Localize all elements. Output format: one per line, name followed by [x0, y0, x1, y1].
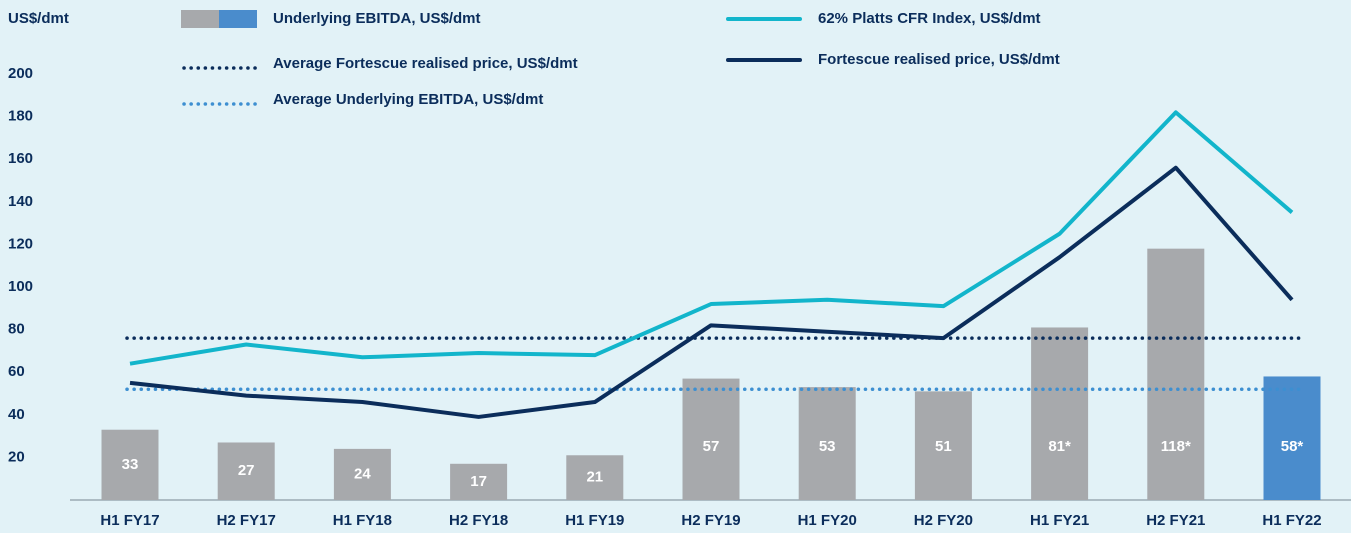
- legend-label: 62% Platts CFR Index, US$/dmt: [818, 10, 1041, 27]
- legend-label: Average Underlying EBITDA, US$/dmt: [273, 91, 543, 108]
- y-tick-label: 180: [8, 108, 33, 125]
- y-tick-label: 20: [8, 448, 25, 465]
- data-label: 17: [470, 473, 487, 490]
- bar: [1031, 327, 1089, 500]
- data-label: 51: [935, 438, 952, 455]
- y-tick-label: 40: [8, 406, 25, 423]
- data-label: 24: [354, 465, 371, 482]
- x-tick-label: H1 FY20: [798, 512, 857, 529]
- y-tick-label: 60: [8, 363, 25, 380]
- x-tick-label: H1 FY22: [1262, 512, 1321, 529]
- y-tick-label: 200: [8, 65, 33, 82]
- legend-label: Underlying EBITDA, US$/dmt: [273, 10, 481, 27]
- y-tick-label: 140: [8, 193, 33, 210]
- x-tick-label: H2 FY17: [217, 512, 276, 529]
- x-tick-label: H2 FY18: [449, 512, 508, 529]
- bar: [798, 387, 856, 500]
- bar: [682, 378, 740, 500]
- bar: [450, 463, 508, 500]
- y-tick-label: 120: [8, 235, 33, 252]
- data-label: 53: [819, 438, 836, 455]
- data-label: 21: [586, 469, 603, 486]
- bar: [1147, 248, 1205, 500]
- y-tick-label: 100: [8, 278, 33, 295]
- legend-label: Average Fortescue realised price, US$/dm…: [273, 55, 578, 72]
- data-label: 58*: [1281, 438, 1304, 455]
- y-axis-label: US$/dmt: [8, 10, 69, 27]
- legend-swatch: [219, 10, 257, 28]
- x-tick-label: H1 FY21: [1030, 512, 1089, 529]
- data-label: 118*: [1161, 438, 1191, 455]
- data-label: 57: [703, 438, 720, 455]
- bar: [566, 455, 624, 500]
- line-series: [129, 110, 1294, 366]
- y-tick-label: 160: [8, 150, 33, 167]
- legend-swatch: [181, 10, 219, 28]
- y-tick-label: 80: [8, 321, 25, 338]
- bar: [1263, 376, 1321, 500]
- data-label: 27: [238, 462, 255, 479]
- bar: [217, 442, 275, 500]
- x-tick-label: H1 FY18: [333, 512, 392, 529]
- bar: [101, 429, 159, 500]
- x-tick-label: H2 FY21: [1146, 512, 1205, 529]
- data-label: 33: [122, 456, 139, 473]
- x-tick-label: H2 FY19: [681, 512, 740, 529]
- legend-label: Fortescue realised price, US$/dmt: [818, 51, 1060, 68]
- line-series: [129, 165, 1294, 419]
- x-tick-label: H1 FY17: [100, 512, 159, 529]
- bar: [333, 448, 391, 500]
- x-tick-label: H2 FY20: [914, 512, 973, 529]
- data-label: 81*: [1048, 438, 1071, 455]
- bar: [914, 391, 972, 500]
- x-tick-label: H1 FY19: [565, 512, 624, 529]
